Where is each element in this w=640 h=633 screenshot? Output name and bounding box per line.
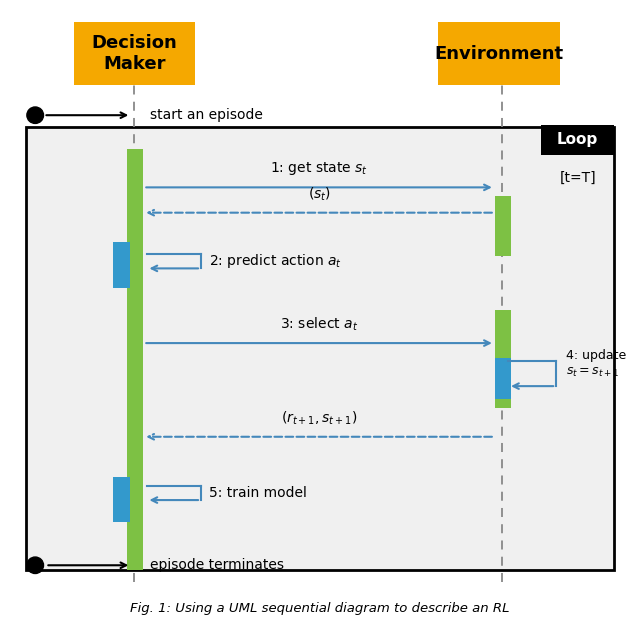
Bar	[113, 242, 130, 288]
Circle shape	[27, 107, 44, 123]
Bar	[74, 22, 195, 85]
Bar	[26, 127, 614, 570]
Bar	[438, 22, 560, 85]
Text: 5: train model: 5: train model	[209, 486, 307, 500]
Bar	[127, 149, 143, 570]
Text: Loop: Loop	[557, 132, 598, 147]
Text: start an episode: start an episode	[150, 108, 263, 122]
Circle shape	[27, 557, 44, 573]
Bar	[113, 477, 130, 522]
Text: 4: update
$s_t = s_{t+1}$: 4: update $s_t = s_{t+1}$	[566, 349, 626, 379]
Text: Decision
Maker: Decision Maker	[92, 34, 177, 73]
Text: 3: select $a_t$: 3: select $a_t$	[280, 316, 358, 333]
Bar	[495, 310, 511, 408]
Text: 2: predict action $a_t$: 2: predict action $a_t$	[209, 252, 342, 270]
Text: episode terminates: episode terminates	[150, 558, 284, 572]
Text: [t=T]: [t=T]	[559, 171, 596, 185]
Text: $(r_{t+1}, s_{t+1})$: $(r_{t+1}, s_{t+1})$	[281, 410, 357, 427]
Text: $(s_t)$: $(s_t)$	[308, 185, 330, 203]
Bar	[495, 196, 511, 256]
Text: 1: get state $s_t$: 1: get state $s_t$	[270, 160, 368, 177]
Bar	[495, 358, 511, 399]
Text: Environment: Environment	[435, 45, 564, 63]
Text: Fig. 1: Using a UML sequential diagram to describe an RL: Fig. 1: Using a UML sequential diagram t…	[131, 603, 509, 615]
Bar	[541, 125, 614, 155]
